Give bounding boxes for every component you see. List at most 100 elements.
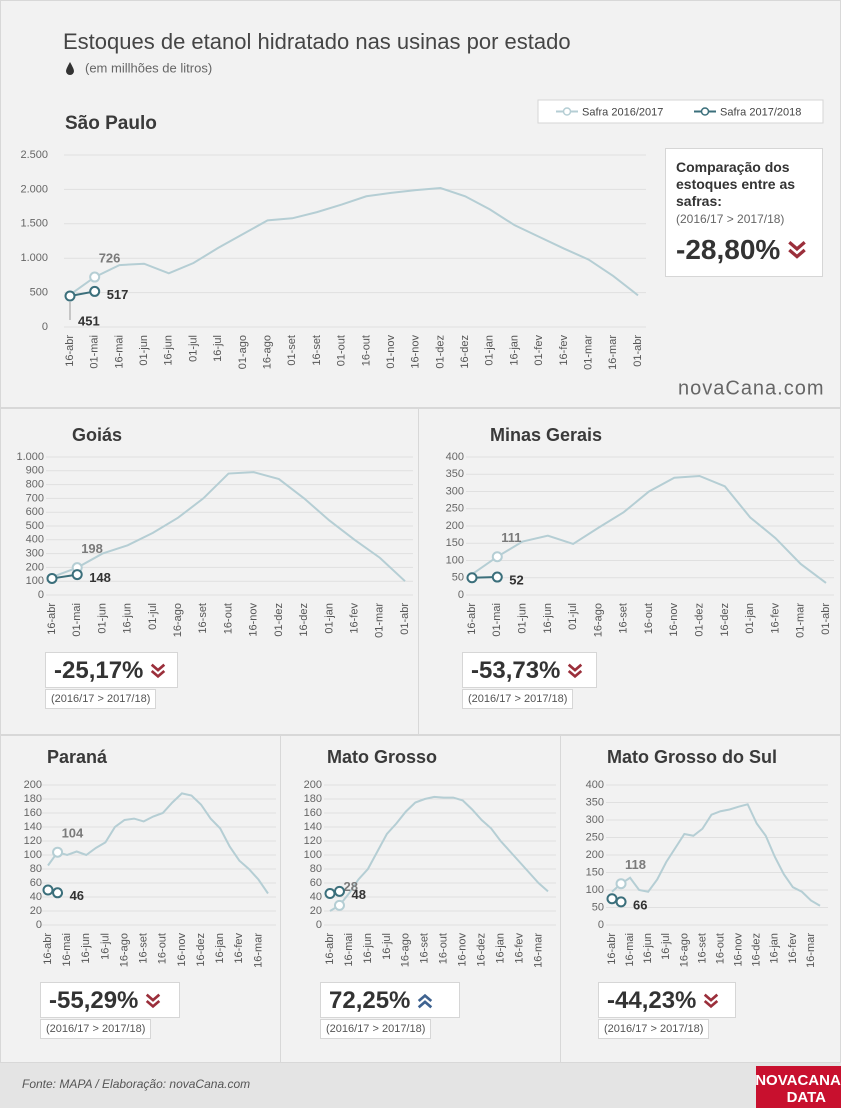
x-tick-label: 16-mar xyxy=(252,933,264,968)
x-tick-label: 16-jun xyxy=(163,335,175,366)
change-box: -44,23% xyxy=(598,982,736,1018)
x-tick-label: 16-ago xyxy=(678,933,690,967)
y-tick-label: 1.000 xyxy=(20,252,48,264)
y-tick-label: 800 xyxy=(26,479,44,491)
y-tick-label: 20 xyxy=(30,905,42,917)
change-note: (2016/17 > 2017/18) xyxy=(45,689,157,709)
change-value: -55,29% xyxy=(49,987,139,1014)
change-title: Comparação dos estoques entre as safras: xyxy=(676,159,796,209)
point-marker xyxy=(89,285,101,297)
chevron xyxy=(788,248,807,259)
y-tick-label: 160 xyxy=(304,807,322,819)
y-tick-label: 350 xyxy=(586,796,604,808)
y-tick-label: 1.500 xyxy=(20,218,48,230)
y-tick-label: 200 xyxy=(304,779,322,791)
y-tick-label: 250 xyxy=(586,831,604,843)
y-tick-label: 60 xyxy=(310,877,322,889)
x-tick-label: 16-ago xyxy=(400,933,412,967)
change-box: -53,73% xyxy=(462,652,597,688)
data-label: 726 xyxy=(99,250,121,265)
series-line xyxy=(611,803,821,907)
change-box: Comparação dos estoques entre as safras:… xyxy=(665,148,823,277)
change-value: -53,73% xyxy=(471,657,561,684)
y-tick-label: 180 xyxy=(304,793,322,805)
data-label: 46 xyxy=(70,888,84,903)
x-tick-label: 16-jul xyxy=(381,933,393,960)
x-tick-label: 16-jul xyxy=(660,933,672,960)
data-label: 148 xyxy=(89,570,111,585)
point-marker xyxy=(615,878,627,890)
x-tick-label: 16-set xyxy=(138,933,150,964)
chevron xyxy=(704,999,719,1008)
data-label: 48 xyxy=(351,887,365,902)
y-tick-label: 0 xyxy=(316,919,322,931)
y-tick-label: 300 xyxy=(586,814,604,826)
x-tick-label: 16-set xyxy=(618,603,630,634)
x-tick-label: 16-mar xyxy=(532,933,544,968)
chevron xyxy=(788,241,807,252)
series-line xyxy=(471,474,827,584)
x-tick-label: 16-dez xyxy=(751,933,763,967)
x-tick-label: 01-set xyxy=(286,335,298,366)
y-tick-label: 400 xyxy=(446,451,464,463)
x-tick-label: 16-mar xyxy=(607,335,619,370)
x-tick-label: 16-abr xyxy=(324,933,336,965)
x-tick-label: 01-jun xyxy=(516,603,528,634)
change-value: -25,17% xyxy=(54,657,144,684)
x-tick-label: 01-jun xyxy=(96,603,108,634)
panel-title: Goiás xyxy=(72,425,122,445)
x-tick-label: 16-nov xyxy=(176,933,188,967)
point-marker xyxy=(324,888,336,899)
logo-top: NOVACANA xyxy=(755,1072,841,1089)
logo-box xyxy=(756,1066,841,1108)
x-tick-label: 16-ago xyxy=(172,603,184,637)
point-marker xyxy=(46,572,58,584)
y-tick-label: 80 xyxy=(310,863,322,875)
legend-label: Safra 2017/2018 xyxy=(720,106,801,118)
x-tick-label: 01-dez xyxy=(273,603,285,637)
y-tick-label: 100 xyxy=(26,575,44,587)
y-tick-label: 160 xyxy=(24,807,42,819)
chevron xyxy=(151,669,166,678)
change-note: (2016/17 > 2017/18) xyxy=(40,1019,152,1039)
drop-icon xyxy=(66,62,74,75)
y-tick-label: 250 xyxy=(446,503,464,515)
y-tick-label: 50 xyxy=(592,901,604,913)
y-tick-label: 500 xyxy=(30,287,48,299)
y-tick-label: 100 xyxy=(24,849,42,861)
y-tick-label: 40 xyxy=(310,891,322,903)
change-row: -55,29% xyxy=(49,986,171,1015)
change-box: 72,25% xyxy=(320,982,460,1018)
x-tick-label: 16-set xyxy=(419,933,431,964)
x-tick-label: 16-out xyxy=(643,603,655,634)
x-tick-label: 01-abr xyxy=(820,603,832,635)
y-tick-label: 120 xyxy=(24,835,42,847)
change-box: -55,29% xyxy=(40,982,180,1018)
x-tick-label: 01-mai xyxy=(89,335,101,369)
y-tick-label: 0 xyxy=(598,919,604,931)
logo-bottom: DATA xyxy=(787,1089,827,1106)
x-tick-label: 16-ago xyxy=(592,603,604,637)
x-tick-label: 16-fev xyxy=(348,603,360,634)
y-tick-label: 150 xyxy=(586,866,604,878)
chevron xyxy=(704,993,719,1002)
panel-title: Minas Gerais xyxy=(490,425,602,445)
point-marker xyxy=(333,885,345,897)
x-tick-label: 16-nov xyxy=(410,335,422,369)
x-tick-label: 16-jan xyxy=(214,933,226,964)
change-arrow xyxy=(788,241,807,259)
x-tick-label: 01-abr xyxy=(632,335,644,367)
y-tick-label: 200 xyxy=(586,849,604,861)
change-note: (2016/17 > 2017/18) xyxy=(320,1019,432,1039)
data-label: 451 xyxy=(78,313,100,328)
data-label: 118 xyxy=(625,857,646,872)
x-tick-label: 16-jun xyxy=(122,603,134,634)
x-tick-label: 01-out xyxy=(336,335,348,366)
point-marker xyxy=(42,884,54,896)
y-tick-label: 80 xyxy=(30,863,42,875)
change-value: -28,80% xyxy=(676,234,781,265)
x-tick-label: 16-abr xyxy=(606,933,618,965)
change-value: -44,23% xyxy=(607,987,697,1014)
x-tick-label: 16-out xyxy=(360,335,372,366)
